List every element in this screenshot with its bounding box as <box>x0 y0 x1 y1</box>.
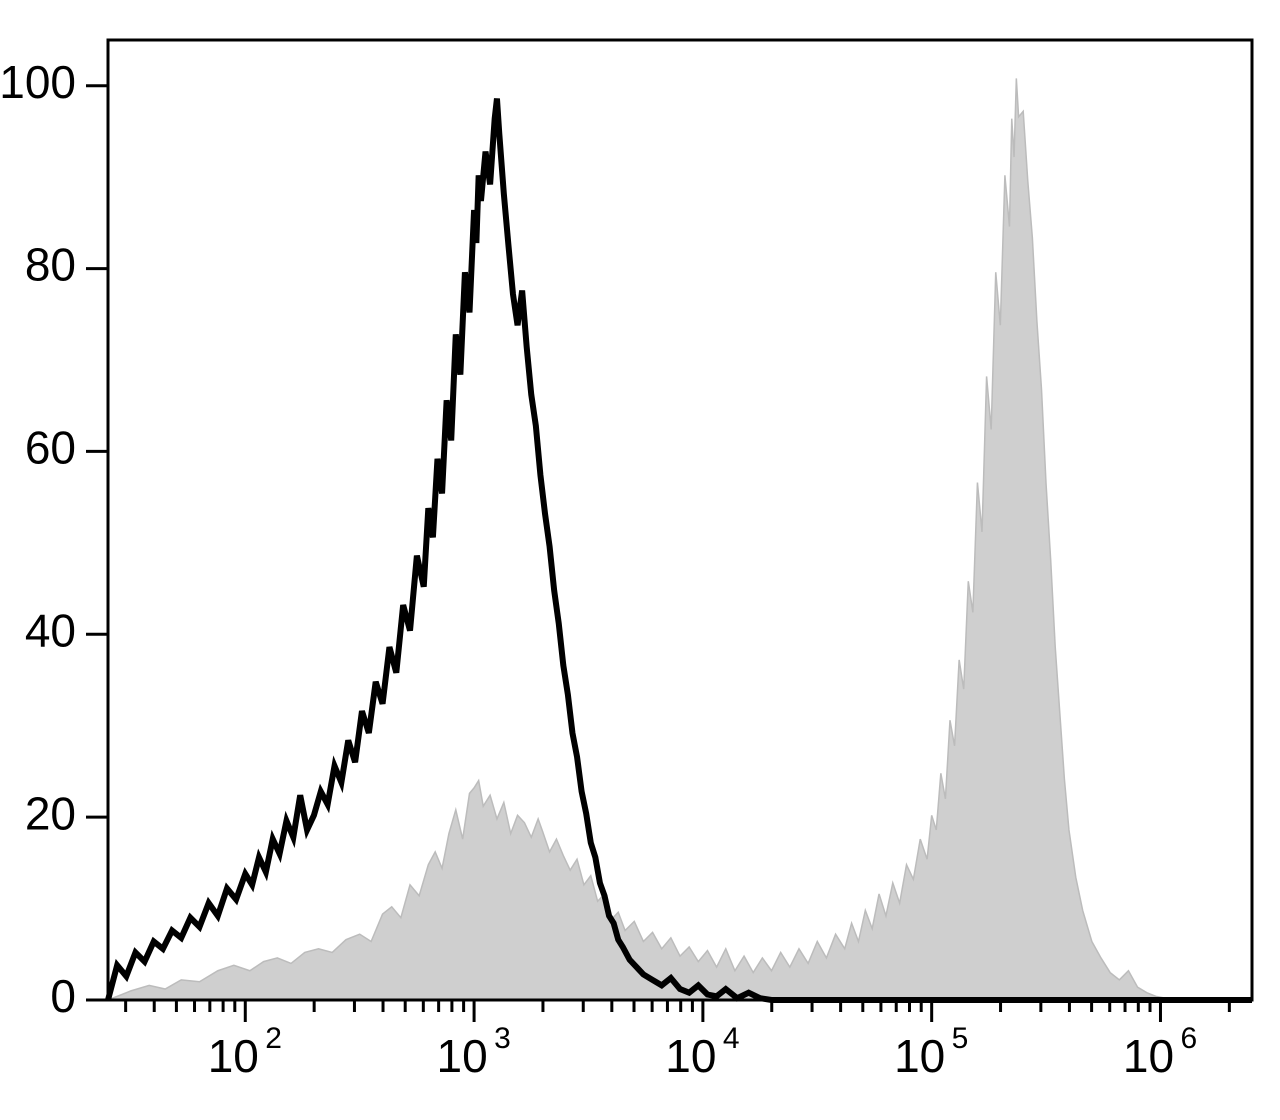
x-tick-label: 105 <box>894 1022 968 1082</box>
chart-svg: 020406080100102103104105106 <box>0 0 1280 1120</box>
x-tick-label: 104 <box>665 1022 739 1082</box>
x-tick-label: 102 <box>208 1022 282 1082</box>
svg-text:5: 5 <box>952 1022 969 1055</box>
x-tick-label: 103 <box>436 1022 510 1082</box>
x-tick-label: 106 <box>1123 1022 1197 1082</box>
svg-text:10: 10 <box>1123 1030 1174 1082</box>
y-tick-label: 0 <box>50 970 76 1022</box>
y-tick-label: 20 <box>25 787 76 839</box>
svg-text:10: 10 <box>894 1030 945 1082</box>
flow-cytometry-histogram: 020406080100102103104105106 <box>0 0 1280 1120</box>
y-tick-label: 100 <box>0 56 76 108</box>
svg-text:6: 6 <box>1180 1022 1197 1055</box>
y-tick-label: 80 <box>25 239 76 291</box>
svg-text:4: 4 <box>723 1022 740 1055</box>
svg-text:3: 3 <box>494 1022 511 1055</box>
y-tick-label: 40 <box>25 604 76 656</box>
svg-text:2: 2 <box>265 1022 282 1055</box>
svg-text:10: 10 <box>208 1030 259 1082</box>
svg-text:10: 10 <box>436 1030 487 1082</box>
y-tick-label: 60 <box>25 422 76 474</box>
svg-text:10: 10 <box>665 1030 716 1082</box>
